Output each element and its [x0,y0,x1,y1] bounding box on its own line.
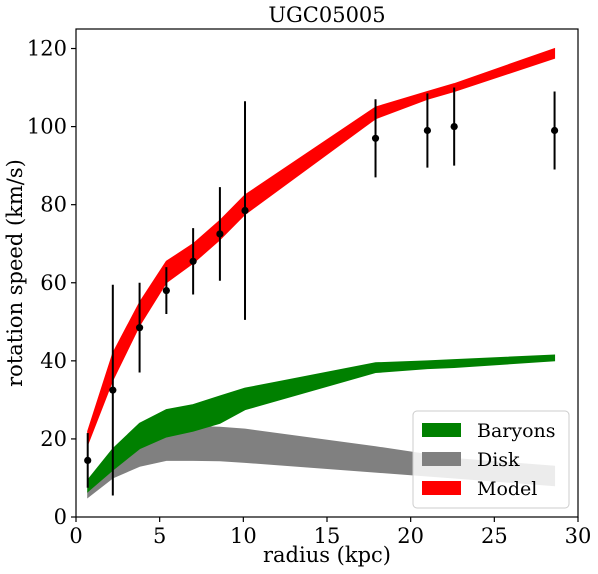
x-tick-label: 15 [314,524,341,548]
legend: Baryons Disk Model [412,410,570,509]
band-baryons [87,354,556,493]
legend-label-disk: Disk [477,449,520,471]
x-tick-label: 10 [230,524,257,548]
data-point [371,134,380,142]
data-point [162,286,170,295]
y-tick-label: 0 [54,505,67,529]
x-tick-label: 30 [565,524,592,548]
data-point [423,126,431,135]
chart-title: UGC05005 [268,3,385,27]
data-point [550,126,559,135]
legend-label-baryons: Baryons [477,420,556,442]
y-tick-label: 20 [40,427,67,451]
legend-swatch-model [422,481,461,495]
x-tick-label: 0 [69,524,82,548]
y-tick-label: 80 [40,193,67,217]
y-tick-label: 40 [40,349,67,373]
legend-swatch-disk [422,452,461,466]
ticks-layer: 0 5 10 15 20 25 30 0 20 40 60 80 100 120 [27,37,591,548]
legend-label-model: Model [477,478,537,500]
x-tick-label: 20 [397,524,424,548]
band-model [87,47,556,445]
data-point [135,324,144,332]
data-point [109,386,117,394]
data-point [450,123,458,131]
y-axis-label: rotation speed (km/s) [3,159,27,387]
x-tick-label: 5 [153,524,166,548]
data-point [216,230,224,238]
data-point [84,456,92,464]
data-point [241,206,249,215]
x-axis-label: radius (kpc) [263,543,391,567]
legend-swatch-baryons [422,423,461,437]
y-tick-label: 60 [40,271,67,295]
data-point [189,257,197,265]
x-tick-label: 25 [481,524,508,548]
y-tick-label: 120 [27,37,67,61]
y-tick-label: 100 [27,115,67,139]
observations-layer [84,87,559,496]
